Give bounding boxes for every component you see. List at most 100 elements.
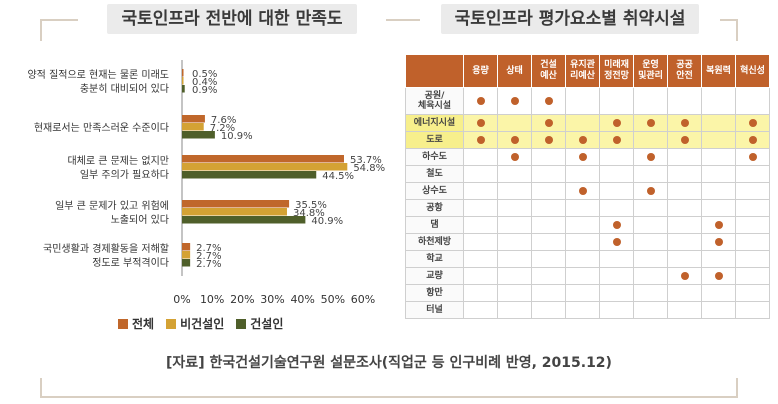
matrix-row: 댐 (405, 216, 770, 234)
matrix-cell (667, 114, 702, 132)
vulnerability-matrix: 용량 상태 건설 예산 유지관 리예산 미래재 정전망 운영 및관리 공공 안전 복원력 혁신성 공원/체… (405, 54, 770, 319)
matrix-cell (599, 216, 634, 234)
data-label: 40.9% (311, 216, 343, 227)
category-label: 대체로 큰 문제는 없지만 (67, 154, 169, 167)
matrix-row: 학교 (405, 250, 770, 268)
matrix-cell (463, 87, 498, 115)
category-label: 일부 큰 문제가 있고 위험에 (55, 199, 169, 212)
matrix-cell (497, 216, 532, 234)
vulnerability-dot (646, 152, 655, 161)
matrix-cell (599, 301, 634, 319)
bar-4-1 (182, 251, 191, 259)
matrix-cell (667, 131, 702, 149)
matrix-column-header-line: 유지관 (570, 60, 595, 70)
matrix-row: 공항 (405, 199, 770, 217)
matrix-cell (565, 165, 600, 183)
matrix-cell (565, 250, 600, 268)
matrix-cell (565, 114, 600, 132)
matrix-cell (735, 216, 770, 234)
matrix-column-header-line: 미래재 (604, 60, 629, 70)
matrix-cell (463, 284, 498, 302)
bar-2-1 (182, 163, 348, 171)
vulnerability-dot (476, 135, 485, 144)
matrix-column-header-line: 복원력 (706, 65, 731, 76)
bar-1-0 (182, 115, 205, 123)
matrix-cell (701, 199, 736, 217)
chart-legend: 전체 비건설인 건설인 (118, 315, 283, 332)
data-label: 7.2% (210, 123, 235, 134)
matrix-column-header: 공공 안전 (667, 54, 702, 88)
matrix-row: 도로 (405, 131, 770, 149)
matrix-row-label: 공원/체육시설 (405, 87, 464, 115)
matrix-cell (667, 165, 702, 183)
matrix-cell (497, 301, 532, 319)
matrix-column-header-line: 및관리 (638, 71, 663, 81)
matrix-cell (497, 114, 532, 132)
matrix-cell (735, 87, 770, 115)
matrix-cell (497, 284, 532, 302)
matrix-row-label: 에너지시설 (405, 114, 464, 132)
matrix-cell (667, 267, 702, 285)
vulnerability-dot (544, 135, 553, 144)
matrix-cell (735, 301, 770, 319)
matrix-cell (565, 233, 600, 251)
matrix-row-label: 항만 (405, 284, 464, 302)
vulnerability-dot (612, 237, 621, 246)
matrix-cell (463, 131, 498, 149)
matrix-row-label: 공항 (405, 199, 464, 217)
bar-1-1 (182, 123, 204, 131)
matrix-row: 하수도 (405, 148, 770, 166)
matrix-cell (599, 148, 634, 166)
matrix-cell (531, 233, 566, 251)
matrix-cell (497, 182, 532, 200)
matrix-cell (463, 267, 498, 285)
bar-3-2 (182, 216, 306, 224)
matrix-cell (531, 267, 566, 285)
matrix-cell (531, 87, 566, 115)
matrix-cell (531, 284, 566, 302)
matrix-cell (565, 199, 600, 217)
matrix-cell (633, 199, 668, 217)
matrix-column-header: 건설 예산 (531, 54, 566, 88)
matrix-cell (599, 267, 634, 285)
matrix-row-label-line: 터널 (426, 305, 443, 315)
vulnerability-dot (510, 152, 519, 161)
matrix-row-label: 하수도 (405, 148, 464, 166)
legend-swatch (236, 318, 247, 329)
legend-swatch (118, 318, 128, 329)
legend-item: 건설인 (236, 315, 283, 332)
matrix-cell (701, 216, 736, 234)
matrix-cell (633, 182, 668, 200)
bar-0-0 (182, 69, 184, 77)
matrix-cell (633, 301, 668, 319)
matrix-row: 터널 (405, 301, 770, 319)
matrix-column-header-line: 예산 (540, 71, 557, 81)
matrix-cell (497, 250, 532, 268)
vulnerability-dot (714, 220, 723, 229)
frame-top-line (40, 19, 738, 21)
matrix-column-header: 상태 (497, 54, 532, 88)
matrix-cell (565, 216, 600, 234)
matrix-row-label: 상수도 (405, 182, 464, 200)
matrix-row: 공원/체육시설 (405, 87, 770, 115)
matrix-row-label-line: 체육시설 (417, 101, 452, 111)
x-tick-label: 0% (173, 293, 190, 306)
matrix-cell (667, 182, 702, 200)
matrix-cell (599, 250, 634, 268)
data-label: 0.9% (192, 85, 217, 96)
matrix-column-header: 혁신성 (735, 54, 770, 88)
matrix-row-label-line: 공원/ (424, 91, 445, 101)
matrix-cell (735, 114, 770, 132)
matrix-cell (531, 165, 566, 183)
matrix-row: 상수도 (405, 182, 770, 200)
matrix-row: 하천제방 (405, 233, 770, 251)
vulnerability-dot (680, 135, 689, 144)
matrix-cell (633, 131, 668, 149)
left-panel-title: 국토인프라 전반에 대한 만족도 (78, 4, 386, 34)
matrix-row-label: 터널 (405, 301, 464, 319)
matrix-cell (735, 199, 770, 217)
vulnerability-dot (612, 220, 621, 229)
data-label: 0.5% (192, 69, 217, 80)
matrix-cell (565, 87, 600, 115)
vulnerability-dot (544, 118, 553, 127)
